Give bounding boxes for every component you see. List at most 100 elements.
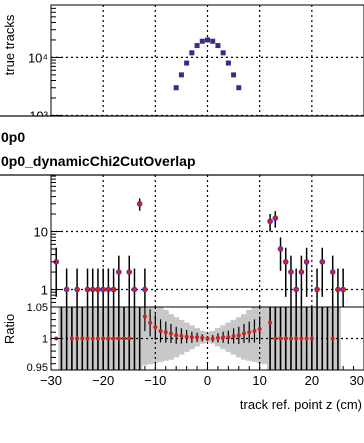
bottom-data-point	[122, 336, 127, 341]
legend-box: 0p0 0p0_dynamicChi2CutOverlap	[0, 115, 364, 176]
bottom-data-point	[273, 336, 278, 341]
bottom-x-tick-label: 10	[252, 373, 266, 388]
legend-entry-2: 0p0_dynamicChi2CutOverlap	[1, 153, 196, 169]
top-data-point	[304, 259, 309, 265]
top-data-point	[273, 215, 278, 221]
legend-background	[0, 115, 364, 176]
bottom-data-point	[111, 336, 116, 341]
bottom-data-point	[189, 335, 194, 340]
bottom-data-point	[205, 336, 210, 341]
bottom-x-ticks: −30 −20 −10 0 10 20 30	[40, 362, 364, 388]
bottom-data-point	[200, 335, 205, 340]
bottom-data-point	[158, 328, 163, 333]
top-data-point	[340, 287, 346, 292]
top-data-point	[299, 269, 304, 275]
top-data-point	[95, 287, 101, 292]
bottom-data-point	[116, 336, 121, 341]
top-data-point	[278, 246, 283, 252]
top-data-point	[142, 287, 148, 292]
bottom-data-point	[85, 336, 90, 341]
top-data-point	[288, 269, 294, 275]
bottom-y-tick-label: 0.95	[27, 362, 48, 374]
bottom-data-point	[283, 336, 288, 341]
top-data-point	[116, 269, 122, 275]
bottom-data-point	[236, 333, 241, 338]
top-data-point	[215, 43, 221, 49]
top-data-point	[293, 287, 299, 292]
top-data-point	[74, 287, 80, 292]
bottom-data-point	[247, 330, 252, 335]
top-data-point	[220, 50, 226, 56]
bottom-data-point	[90, 336, 95, 341]
bottom-y-tick-label: 1	[42, 334, 48, 346]
top-panel: 11010³10⁴ true tracks	[2, 4, 364, 308]
bottom-error-band	[261, 307, 268, 365]
top-data-point	[90, 287, 95, 292]
bottom-data-point	[294, 336, 299, 341]
top-data-point	[236, 85, 242, 91]
bottom-y-axis-label: Ratio	[2, 314, 17, 344]
top-data-point	[178, 72, 184, 78]
bottom-x-tick-label: 20	[305, 373, 319, 388]
top-data-point	[210, 38, 216, 44]
top-data-point	[189, 50, 195, 56]
bottom-data-point	[231, 333, 236, 338]
bottom-error-bars	[144, 307, 261, 344]
bottom-data-point	[106, 336, 111, 341]
bottom-data-point	[242, 331, 247, 336]
bottom-data-point	[174, 333, 179, 338]
bottom-data-point	[95, 336, 100, 341]
top-data-point	[137, 201, 142, 207]
top-data-point	[205, 37, 210, 43]
top-data-point	[199, 38, 205, 44]
bottom-x-tick-label: −30	[40, 373, 62, 388]
bottom-y-ticks: 0.95 1 1.05	[27, 302, 61, 374]
legend-entry-1: 0p0	[1, 129, 25, 145]
bottom-data-point	[127, 336, 132, 341]
top-data-point	[231, 72, 237, 78]
bottom-data-point	[184, 334, 189, 339]
top-data-point	[267, 219, 273, 224]
bottom-data-point	[148, 320, 153, 325]
bottom-data-point	[195, 335, 200, 340]
bottom-error-bands	[58, 307, 341, 370]
bottom-data-point	[257, 327, 262, 332]
bottom-data-point	[101, 336, 106, 341]
bottom-error-band	[141, 307, 148, 366]
top-data-point	[283, 259, 288, 265]
bottom-data-point	[210, 336, 215, 341]
x-axis-label: track ref. point z (cm)	[240, 397, 362, 412]
top-y-tick-label: 1	[41, 283, 48, 298]
top-data-point	[54, 259, 59, 265]
bottom-data-point	[309, 336, 314, 341]
bottom-data-point	[163, 330, 168, 335]
bottom-data-point	[299, 336, 304, 341]
bottom-x-tick-label: 0	[204, 373, 211, 388]
top-data-point	[194, 43, 200, 49]
bottom-data-point	[278, 336, 283, 341]
bottom-x-tick-label: −20	[92, 373, 114, 388]
bottom-data-point	[221, 335, 226, 340]
top-y-axis-label: true tracks	[2, 14, 17, 75]
bottom-data-point	[168, 331, 173, 336]
bottom-data-point	[80, 336, 85, 341]
bottom-data-point	[215, 335, 220, 340]
bottom-data-point	[304, 336, 309, 341]
top-data-point	[184, 60, 190, 66]
top-data-point	[173, 85, 179, 91]
top-data-point	[320, 259, 325, 265]
top-data-point	[314, 287, 320, 292]
top-y-tick-label: 10⁴	[28, 50, 48, 65]
bottom-data-points	[54, 314, 335, 341]
bottom-data-point	[252, 328, 257, 333]
top-data-point	[225, 60, 231, 66]
bottom-data-point	[330, 336, 335, 341]
top-data-point	[111, 287, 116, 292]
bottom-x-tick-label: −10	[144, 373, 166, 388]
top-data-point	[127, 269, 132, 275]
bottom-data-point	[142, 314, 147, 319]
bottom-data-point	[179, 333, 184, 338]
bottom-data-point	[69, 336, 74, 341]
bottom-y-tick-label: 1.05	[27, 302, 48, 314]
